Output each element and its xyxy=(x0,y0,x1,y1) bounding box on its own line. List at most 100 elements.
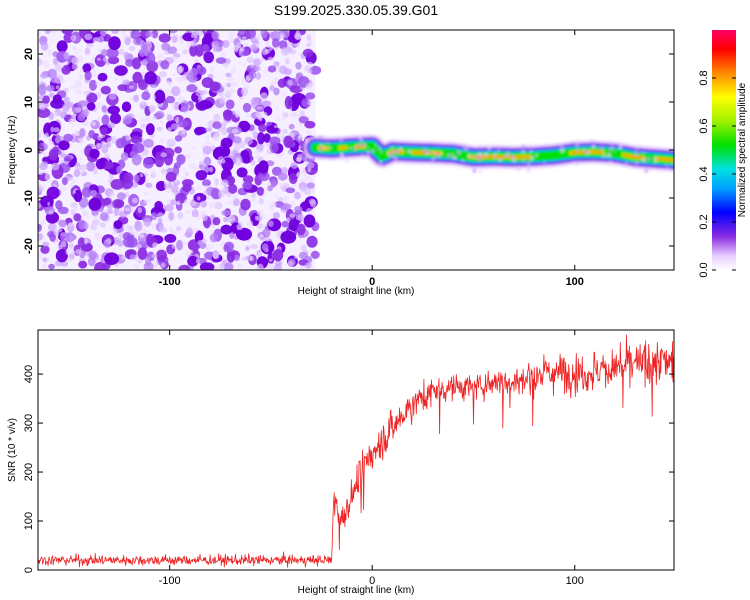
noise-speckle xyxy=(101,105,108,113)
noise-speckle xyxy=(86,161,96,172)
noise-speckle xyxy=(144,71,157,85)
track-speckle xyxy=(399,147,403,151)
noise-speckle xyxy=(83,110,90,116)
track-speckle xyxy=(339,153,345,158)
track-speckle xyxy=(642,151,645,154)
noise-speckle xyxy=(194,166,200,171)
noise-speckle xyxy=(84,71,92,81)
track-speckle xyxy=(433,151,437,154)
noise-speckle xyxy=(240,198,251,211)
noise-speckle xyxy=(202,145,212,155)
noise-speckle xyxy=(257,171,270,182)
noise-speckle xyxy=(123,115,133,125)
noise-speckle xyxy=(122,236,135,248)
noise-speckle xyxy=(133,94,139,103)
track-speckle xyxy=(506,153,510,157)
noise-speckle xyxy=(213,113,221,123)
noise-speckle xyxy=(39,219,47,226)
noise-speckle xyxy=(84,33,93,41)
noise-speckle xyxy=(60,232,71,243)
noise-speckle xyxy=(242,63,247,67)
noise-speckle xyxy=(165,95,176,104)
track-speckle xyxy=(588,151,591,154)
track-speckle xyxy=(591,144,596,149)
noise-speckle xyxy=(156,54,161,59)
track-speckle xyxy=(366,147,369,149)
colorbar-tick-label: 0.8 xyxy=(698,70,710,85)
noise-speckle xyxy=(290,111,297,117)
noise-speckle xyxy=(236,167,248,178)
noise-speckle xyxy=(53,127,60,133)
noise-speckle xyxy=(307,100,312,106)
track-speckle xyxy=(451,153,454,156)
noise-speckle xyxy=(53,111,58,117)
noise-speckle xyxy=(155,111,165,119)
track-speckle xyxy=(318,148,322,152)
track-speckle xyxy=(477,153,481,157)
noise-speckle xyxy=(156,126,163,131)
noise-speckle xyxy=(68,176,73,181)
noise-speckle xyxy=(164,233,177,243)
noise-speckle xyxy=(178,264,191,270)
track-speckle xyxy=(375,144,377,146)
noise-speckle xyxy=(39,163,48,171)
noise-speckle xyxy=(81,148,86,155)
noise-speckle xyxy=(68,118,75,125)
noise-speckle xyxy=(310,250,320,259)
noise-speckle xyxy=(69,85,73,90)
noise-speckle xyxy=(115,138,125,149)
noise-speckle xyxy=(222,106,229,111)
noise-speckle xyxy=(262,228,271,238)
noise-speckle xyxy=(281,167,288,175)
track-speckle xyxy=(535,154,538,157)
noise-speckle xyxy=(181,167,186,172)
noise-speckle xyxy=(269,207,275,212)
x-tick-label: 100 xyxy=(566,575,584,587)
noise-speckle xyxy=(73,213,82,222)
noise-speckle xyxy=(57,69,62,74)
track-speckle xyxy=(613,150,616,153)
noise-speckle xyxy=(205,195,211,201)
noise-speckle xyxy=(132,174,140,183)
noise-speckle xyxy=(170,199,177,206)
noise-speckle xyxy=(95,80,103,86)
noise-speckle xyxy=(40,41,49,51)
track-speckle xyxy=(467,154,471,157)
noise-speckle xyxy=(46,186,60,200)
noise-speckle xyxy=(160,152,167,158)
noise-speckle xyxy=(304,120,316,129)
noise-speckle xyxy=(59,79,66,84)
noise-speckle xyxy=(166,80,170,85)
noise-speckle xyxy=(304,65,310,72)
noise-speckle xyxy=(226,192,232,198)
noise-speckle xyxy=(166,114,173,122)
track-speckle xyxy=(320,143,323,147)
noise-speckle xyxy=(50,162,60,171)
noise-speckle xyxy=(145,30,153,38)
noise-speckle xyxy=(96,101,103,109)
noise-speckle xyxy=(288,152,293,157)
track-speckle xyxy=(590,139,593,142)
noise-speckle xyxy=(167,46,178,54)
noise-speckle xyxy=(187,255,199,267)
noise-speckle xyxy=(94,232,101,239)
noise-speckle xyxy=(130,206,136,214)
noise-speckle xyxy=(49,232,56,242)
noise-speckle xyxy=(54,232,60,237)
noise-speckle xyxy=(155,180,167,192)
track-speckle xyxy=(608,160,613,165)
chart-title: S199.2025.330.05.39.G01 xyxy=(274,2,438,18)
x-tick-label: 100 xyxy=(566,276,584,288)
x-tick-label: -100 xyxy=(159,276,181,288)
noise-speckle xyxy=(212,217,221,226)
noise-speckle xyxy=(295,61,302,70)
noise-speckle xyxy=(197,196,201,201)
track-speckle xyxy=(360,154,364,158)
track-speckle xyxy=(329,147,332,150)
noise-speckle xyxy=(246,194,250,199)
noise-speckle xyxy=(209,233,219,243)
noise-speckle xyxy=(48,263,55,270)
noise-speckle xyxy=(132,197,138,204)
track-speckle xyxy=(453,157,456,160)
noise-speckle xyxy=(77,48,82,53)
